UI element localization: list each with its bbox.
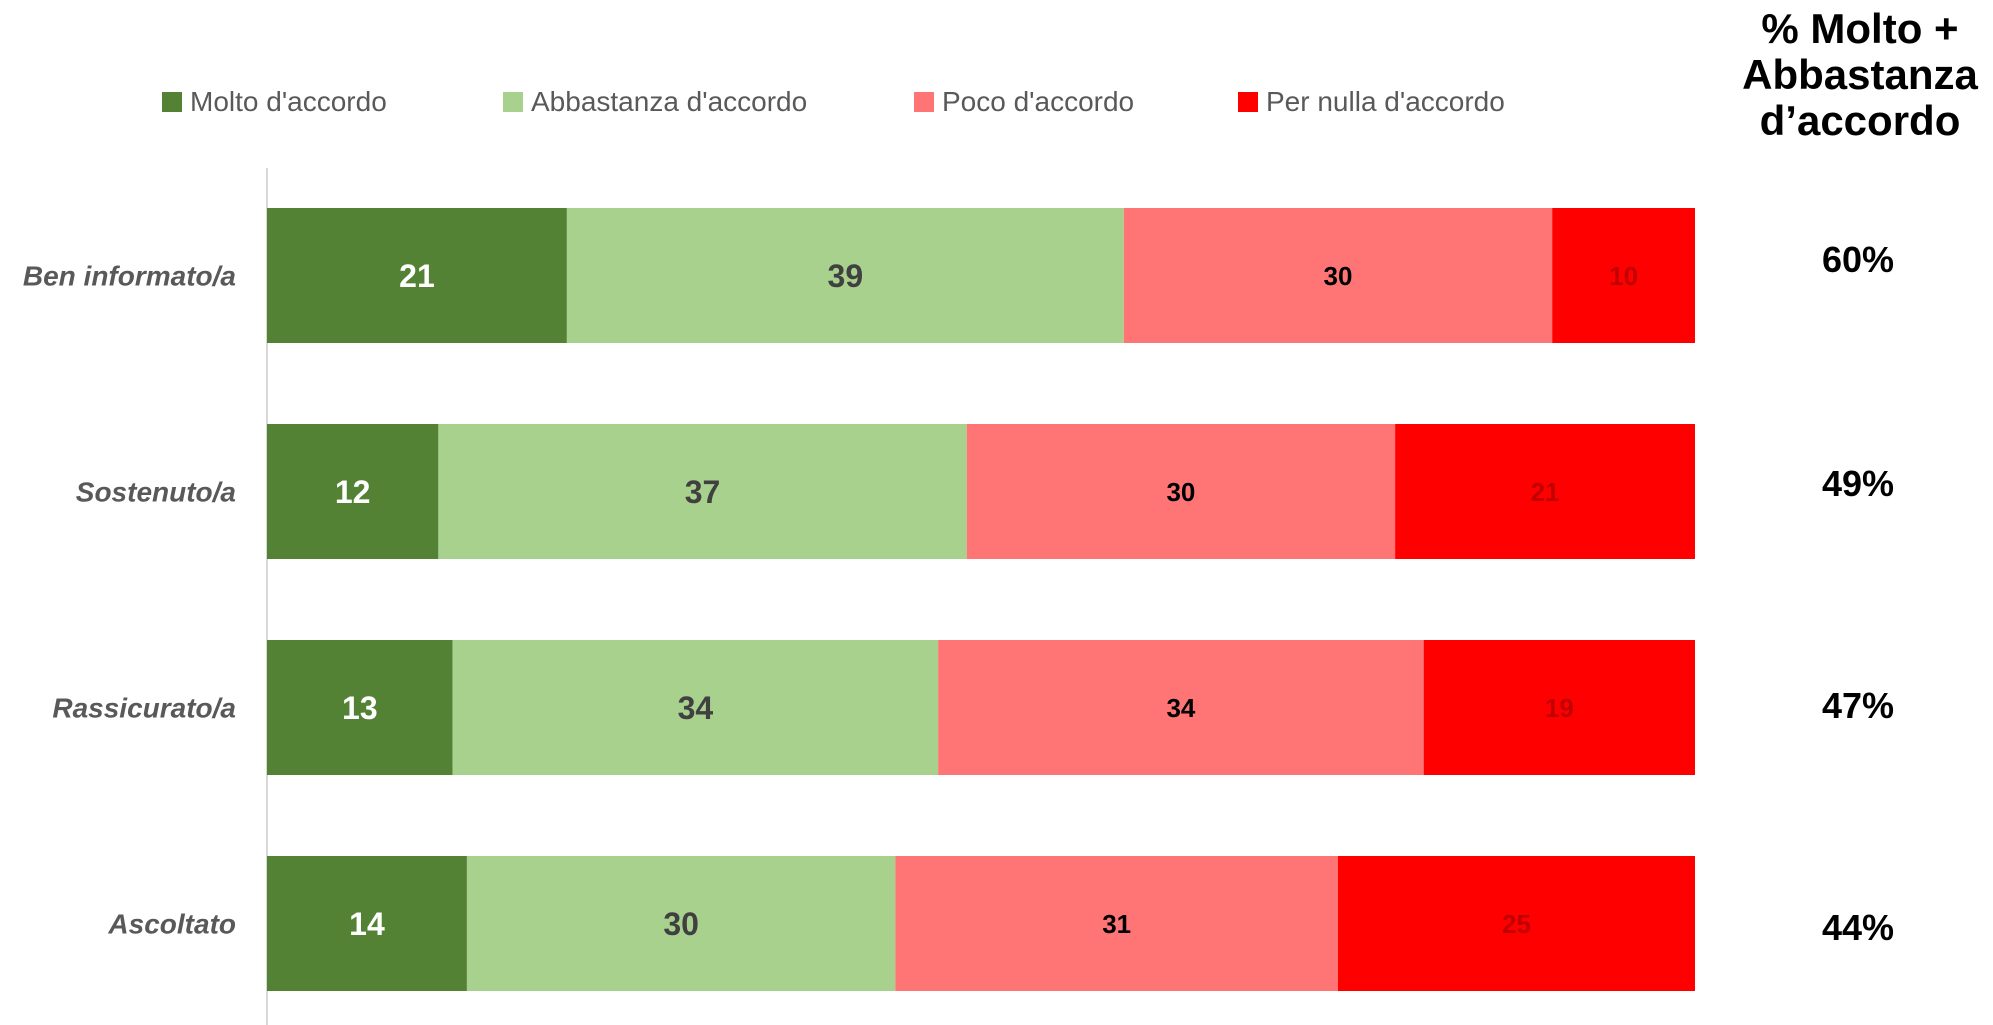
bars-group: Ben informato/a 21 39 30 10 60% Sostenuto/a 12 3… (23, 208, 1894, 991)
legend-label: Abbastanza d'accordo (531, 86, 808, 117)
data-label: 10 (1609, 261, 1638, 291)
summary-value: 49% (1822, 463, 1894, 504)
data-label: 30 (1166, 477, 1195, 507)
bar-segment (466, 856, 896, 991)
data-label: 30 (1324, 261, 1353, 291)
data-label: 31 (1102, 909, 1131, 939)
bar-segment (267, 208, 567, 343)
data-label: 21 (1531, 477, 1560, 507)
bar-segment (1395, 424, 1695, 559)
summary-value: 44% (1822, 907, 1894, 948)
data-label: 34 (1166, 693, 1195, 723)
bar-segment (1338, 856, 1695, 991)
bar-segment (1123, 208, 1553, 343)
bar-segment (1552, 208, 1695, 343)
data-label: 30 (663, 906, 699, 942)
bar-segment (267, 640, 453, 775)
bar-segment (452, 640, 939, 775)
legend-label: Per nulla d'accordo (1266, 86, 1505, 117)
legend-label: Molto d'accordo (190, 86, 387, 117)
summary-value: 60% (1822, 239, 1894, 280)
legend-swatch (503, 92, 523, 112)
data-label: 13 (342, 690, 378, 726)
bar-segment (895, 856, 1338, 991)
legend-swatch (162, 92, 182, 112)
data-label: 25 (1502, 909, 1531, 939)
legend-swatch (914, 92, 934, 112)
category-label: Ben informato/a (23, 261, 236, 292)
bar-segment (267, 856, 467, 991)
bar-segment (1423, 640, 1695, 775)
summary-value: 47% (1822, 685, 1894, 726)
data-label: 21 (399, 258, 435, 294)
legend-item-abbastanza: Abbastanza d'accordo (503, 82, 807, 122)
category-label: Rassicurato/a (52, 693, 236, 724)
bar-segment (966, 424, 1396, 559)
data-label: 34 (678, 690, 714, 726)
data-label: 12 (335, 474, 371, 510)
legend-item-per-nulla: Per nulla d'accordo (1238, 82, 1505, 122)
data-label: 14 (349, 906, 385, 942)
legend-swatch (1238, 92, 1258, 112)
legend-item-molto: Molto d'accordo (162, 82, 387, 122)
bar-segment (566, 208, 1124, 343)
bar-segment (438, 424, 967, 559)
data-label: 39 (828, 258, 864, 294)
legend-label: Poco d'accordo (942, 86, 1135, 117)
legend-item-poco: Poco d'accordo (914, 82, 1134, 122)
bar-segment (938, 640, 1424, 775)
summary-column-header: % Molto + Abbastanza d’accordo (1742, 5, 1978, 144)
category-label: Sostenuto/a (76, 477, 236, 508)
data-label: 37 (685, 474, 721, 510)
data-label: 19 (1545, 693, 1574, 723)
bar-segment (267, 424, 439, 559)
category-label: Ascoltato (107, 909, 236, 940)
